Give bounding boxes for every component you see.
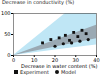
svg-text:30: 30 <box>72 57 79 63</box>
svg-text:40: 40 <box>93 57 100 63</box>
html-text:Decrease in conductivity (%): Decrease in conductivity (%) <box>2 0 75 5</box>
svg-text:50: 50 <box>4 31 10 37</box>
svg-text:Decrease in water content (%): Decrease in water content (%) <box>21 63 97 69</box>
svg-text:0: 0 <box>7 52 10 58</box>
html-text:Model: Model <box>60 69 76 75</box>
svg-text:0: 0 <box>12 57 15 63</box>
svg-text:10: 10 <box>31 57 38 63</box>
svg-text:100: 100 <box>1 11 11 16</box>
html-text:Experiment: Experiment <box>20 69 49 75</box>
svg-text:20: 20 <box>51 57 59 63</box>
